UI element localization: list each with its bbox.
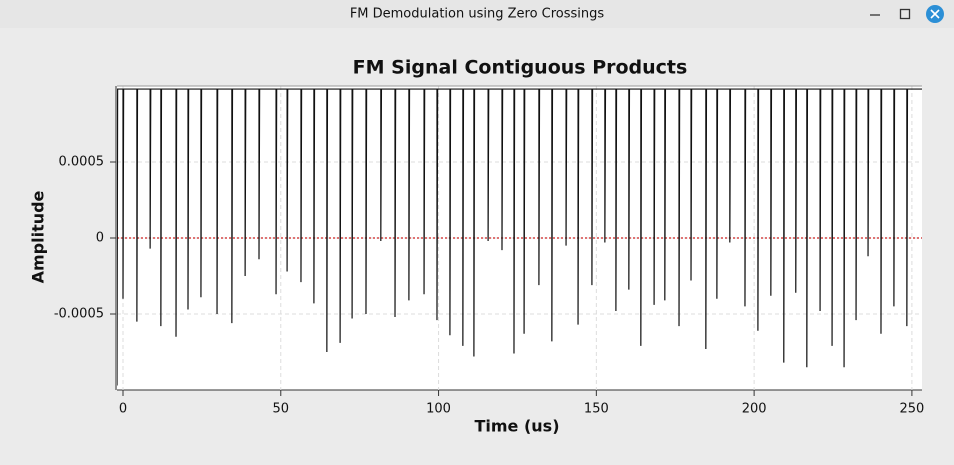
x-tick-label: 100 <box>426 402 451 417</box>
x-tick-label: 200 <box>742 402 767 417</box>
close-button[interactable] <box>926 5 944 23</box>
signal-line <box>117 88 922 386</box>
maximize-button[interactable] <box>899 8 911 20</box>
x-axis-label: Time (us) <box>474 417 559 436</box>
close-icon <box>930 9 940 19</box>
x-tick-label: 250 <box>899 402 924 417</box>
y-tick-label: 0.0005 <box>59 155 105 170</box>
window-title: FM Demodulation using Zero Crossings <box>350 7 605 22</box>
x-tick-label: 150 <box>584 402 609 417</box>
y-tick-label: -0.0005 <box>54 307 104 322</box>
x-tick-label: 0 <box>119 402 127 417</box>
y-tick-label: 0 <box>96 231 104 246</box>
title-bar <box>0 0 954 28</box>
y-axis-label: Amplitude <box>29 190 48 283</box>
chart-title: FM Signal Contiguous Products <box>353 57 688 79</box>
x-tick-label: 50 <box>273 402 290 417</box>
